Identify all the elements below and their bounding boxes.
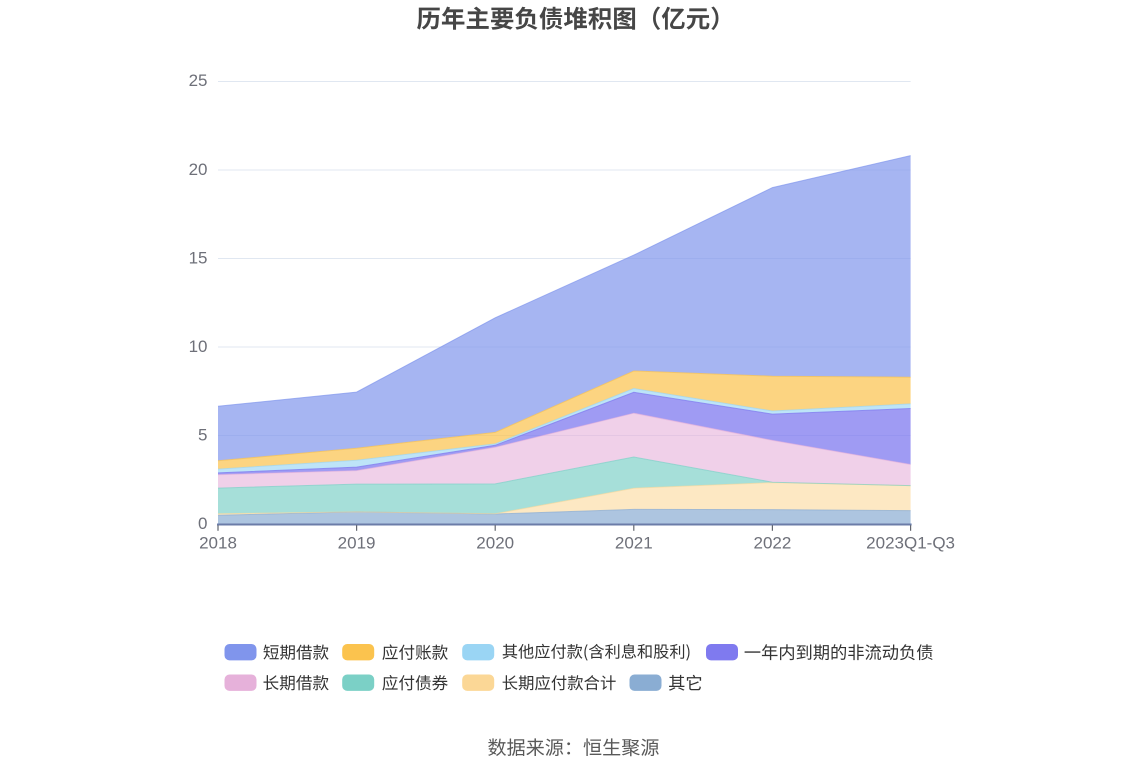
svg-text:2021: 2021 [615,534,653,553]
svg-text:2020: 2020 [476,534,514,553]
svg-text:2018: 2018 [199,534,237,553]
svg-text:2019: 2019 [338,534,376,553]
svg-text:20: 20 [189,160,208,179]
svg-text:15: 15 [189,248,208,267]
svg-text:25: 25 [189,71,208,90]
svg-text:10: 10 [189,337,208,356]
svg-text:5: 5 [198,426,207,445]
svg-text:2022: 2022 [753,534,791,553]
svg-text:2023Q1-Q3: 2023Q1-Q3 [866,534,955,553]
svg-text:0: 0 [198,514,207,533]
